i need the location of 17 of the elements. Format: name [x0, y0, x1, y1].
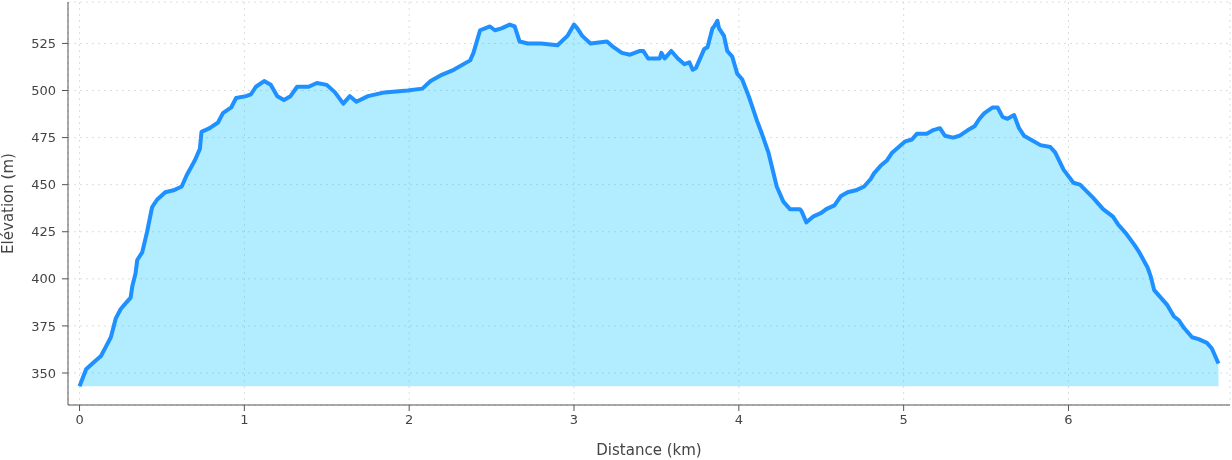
y-tick-label: 450 — [31, 177, 56, 193]
x-tick-label: 4 — [734, 412, 743, 428]
y-tick-label: 500 — [31, 83, 56, 99]
x-tick-label: 6 — [1064, 412, 1073, 428]
y-tick-label: 525 — [31, 36, 56, 52]
x-tick-label: 1 — [240, 412, 249, 428]
x-tick-label: 3 — [569, 412, 579, 428]
y-tick-label: 475 — [31, 130, 56, 146]
x-axis-title: Distance (km) — [596, 441, 702, 459]
x-tick-label: 2 — [405, 412, 414, 428]
y-tick-label: 425 — [31, 224, 56, 240]
y-tick-label: 375 — [31, 318, 56, 334]
x-tick-label: 5 — [899, 412, 908, 428]
x-tick-label: 0 — [75, 412, 84, 428]
y-tick-label: 350 — [31, 365, 56, 381]
y-axis-title: Élévation (m) — [0, 153, 18, 254]
y-tick-label: 400 — [31, 271, 56, 287]
